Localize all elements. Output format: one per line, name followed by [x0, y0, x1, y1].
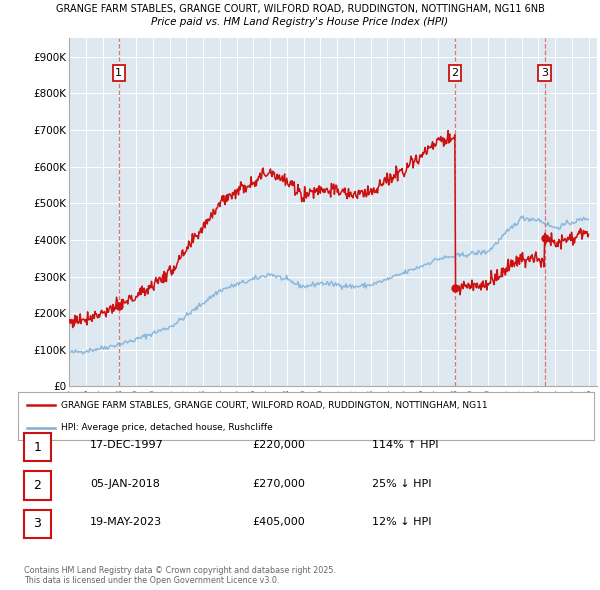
Text: 05-JAN-2018: 05-JAN-2018: [90, 479, 160, 489]
Text: Contains HM Land Registry data © Crown copyright and database right 2025.
This d: Contains HM Land Registry data © Crown c…: [24, 566, 336, 585]
Text: 19-MAY-2023: 19-MAY-2023: [90, 517, 162, 527]
Text: 114% ↑ HPI: 114% ↑ HPI: [372, 441, 439, 450]
Text: 3: 3: [34, 517, 41, 530]
Text: 2: 2: [451, 68, 458, 78]
Text: GRANGE FARM STABLES, GRANGE COURT, WILFORD ROAD, RUDDINGTON, NOTTINGHAM, NG11: GRANGE FARM STABLES, GRANGE COURT, WILFO…: [61, 401, 488, 409]
Text: GRANGE FARM STABLES, GRANGE COURT, WILFORD ROAD, RUDDINGTON, NOTTINGHAM, NG11 6N: GRANGE FARM STABLES, GRANGE COURT, WILFO…: [56, 4, 544, 14]
Text: Price paid vs. HM Land Registry's House Price Index (HPI): Price paid vs. HM Land Registry's House …: [151, 17, 449, 27]
Text: 3: 3: [541, 68, 548, 78]
Text: £405,000: £405,000: [252, 517, 305, 527]
Text: 1: 1: [34, 441, 41, 454]
Text: 17-DEC-1997: 17-DEC-1997: [90, 441, 164, 450]
Text: 1: 1: [115, 68, 122, 78]
Text: 2: 2: [34, 479, 41, 492]
Text: 12% ↓ HPI: 12% ↓ HPI: [372, 517, 431, 527]
Text: 25% ↓ HPI: 25% ↓ HPI: [372, 479, 431, 489]
Text: HPI: Average price, detached house, Rushcliffe: HPI: Average price, detached house, Rush…: [61, 423, 273, 432]
Text: £220,000: £220,000: [252, 441, 305, 450]
Text: £270,000: £270,000: [252, 479, 305, 489]
